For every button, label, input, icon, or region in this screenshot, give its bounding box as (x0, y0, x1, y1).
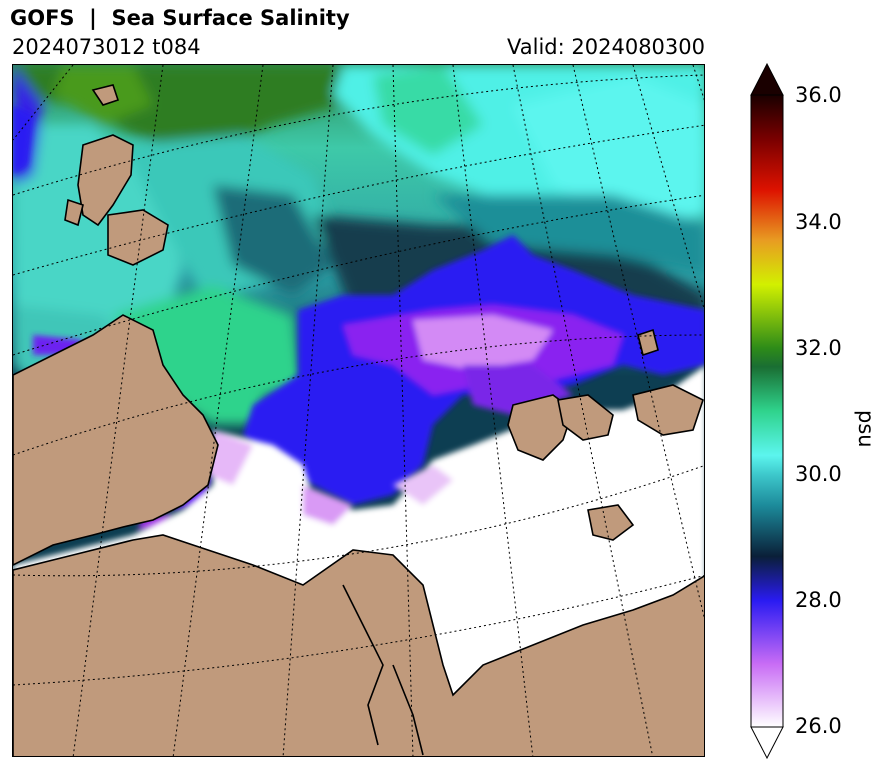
meridian-line (572, 65, 704, 619)
meridian-line (13, 65, 74, 141)
graticule (13, 65, 704, 756)
land-svalbard (77, 134, 134, 227)
map-title: GOFS | Sea Surface Salinity (10, 6, 350, 30)
land-svalbard-islet (64, 198, 84, 227)
land-masses (13, 84, 704, 756)
land-northern-russia (13, 534, 704, 756)
colorbar-unit-label: psu (854, 410, 878, 448)
meridian-line (392, 65, 414, 756)
river-line (392, 664, 424, 756)
rivers (342, 584, 424, 756)
colorbar-extend-min (750, 726, 784, 760)
colorbar-tick-30: 30.0 (795, 462, 842, 486)
salinity-map (12, 64, 705, 757)
land-islet-east (637, 328, 659, 357)
meridian-line (452, 65, 534, 756)
colorbar-gradient (750, 94, 784, 728)
valid-time-label: Valid: 2024080300 (507, 35, 705, 59)
land-svalbard-north (91, 84, 120, 106)
meridian-line (282, 65, 334, 756)
land-severnaya-zemlya-west (507, 394, 574, 461)
parallel-line (13, 194, 704, 356)
meridian-line (172, 65, 264, 756)
colorbar-tick-34: 34.0 (795, 210, 842, 234)
land-scandinavia (13, 314, 219, 566)
river-line (342, 584, 384, 746)
colorbar-tick-36: 36.0 (795, 83, 842, 107)
land-svalbard-south (107, 209, 169, 266)
colorbar-tick-26: 26.0 (795, 714, 842, 738)
land-novosibirsk (632, 384, 704, 436)
parallel-line (13, 575, 704, 686)
land-severnaya-zemlya-east (557, 394, 614, 441)
forecast-run-label: 2024073012 t084 (12, 35, 201, 59)
meridian-line (692, 65, 704, 101)
meridian-line (72, 65, 164, 756)
land-small-island (587, 504, 635, 541)
colorbar-canvas (750, 62, 784, 760)
colorbar-extend-max (750, 62, 784, 96)
meridian-line (632, 65, 704, 310)
salinity-colorbar (749, 62, 789, 760)
salinity-map-canvas (13, 65, 704, 756)
parallel-line (13, 124, 704, 276)
parallel-line (13, 334, 704, 456)
colorbar-tick-32: 32.0 (795, 336, 842, 360)
colorbar-tick-28: 28.0 (795, 588, 842, 612)
